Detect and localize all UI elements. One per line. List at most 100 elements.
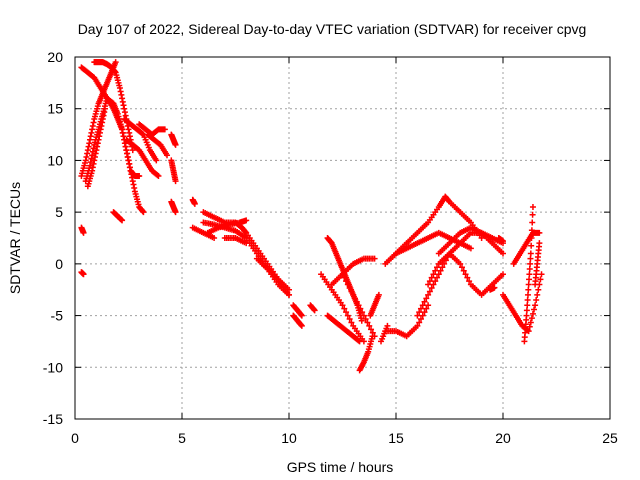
data-point — [164, 152, 171, 159]
x-tick-label: 20 — [495, 430, 511, 446]
data-point — [491, 284, 498, 291]
data-point — [339, 302, 346, 309]
data-point — [528, 235, 535, 241]
data-point — [343, 309, 350, 316]
data-point — [414, 322, 421, 329]
data-point — [353, 298, 360, 305]
y-axis-label: SDTVAR / TECUs — [7, 182, 23, 294]
data-point — [432, 278, 439, 285]
data-point — [527, 250, 534, 257]
y-tick-label: -10 — [43, 359, 63, 375]
data-point — [417, 305, 424, 312]
data-point — [432, 267, 439, 274]
data-point — [355, 302, 362, 309]
data-point — [172, 178, 179, 185]
data-point — [527, 260, 534, 267]
data-point — [535, 286, 542, 293]
data-point — [371, 255, 378, 262]
data-point — [80, 271, 87, 278]
data-point — [243, 217, 250, 224]
data-point — [154, 172, 161, 179]
data-point — [457, 260, 464, 267]
data-point — [426, 288, 433, 295]
data-point — [350, 291, 357, 298]
data-point — [343, 278, 350, 285]
data-point — [129, 147, 136, 154]
data-point — [523, 312, 530, 319]
data-point — [428, 274, 435, 281]
data-point — [434, 264, 441, 271]
data-point — [467, 245, 474, 252]
data-point — [528, 227, 535, 234]
x-tick-label: 10 — [281, 430, 297, 446]
data-point — [458, 264, 465, 271]
data-point — [425, 302, 432, 309]
data-point — [426, 278, 433, 285]
data-point — [478, 235, 485, 241]
data-point — [428, 284, 435, 291]
data-point — [524, 302, 531, 309]
data-point — [526, 271, 533, 278]
data-point — [384, 322, 391, 329]
data-point — [360, 312, 367, 319]
data-point — [500, 271, 506, 278]
data-point — [500, 250, 506, 257]
data-point — [286, 291, 292, 298]
data-point — [416, 309, 423, 316]
data-point — [112, 59, 119, 66]
data-point — [417, 316, 424, 323]
data-point — [161, 126, 168, 133]
data-point — [466, 278, 473, 285]
data-point — [136, 172, 143, 179]
data-point — [460, 267, 467, 274]
data-point — [421, 298, 428, 305]
y-tick-label: 0 — [55, 256, 63, 272]
data-point — [360, 338, 367, 345]
data-point — [341, 274, 348, 281]
data-point — [414, 312, 421, 319]
data-point — [434, 274, 441, 281]
data-point — [425, 281, 432, 288]
data-point — [534, 291, 541, 298]
data-point — [421, 309, 428, 316]
data-point — [362, 316, 369, 323]
data-point — [298, 322, 305, 329]
data-point — [531, 306, 538, 313]
data-point — [348, 319, 355, 326]
data-point — [419, 302, 426, 309]
data-point — [348, 288, 355, 295]
data-point — [357, 305, 364, 312]
data-point — [526, 266, 533, 273]
plot-frame — [74, 56, 611, 420]
x-tick-label: 15 — [388, 430, 404, 446]
y-tick-label: -5 — [51, 308, 64, 324]
data-point — [528, 315, 535, 322]
data-point — [419, 312, 426, 319]
x-tick-label: 5 — [178, 430, 186, 446]
data-point — [538, 271, 545, 278]
data-point — [525, 281, 532, 288]
data-point — [441, 260, 448, 267]
data-point — [351, 295, 358, 302]
data-point — [423, 295, 430, 302]
x-tick-label: 0 — [71, 430, 79, 446]
data-point — [191, 200, 198, 207]
data-point — [533, 297, 540, 304]
data-point — [359, 309, 366, 316]
data-point — [500, 238, 506, 245]
data-point — [358, 317, 365, 324]
data-point — [368, 326, 375, 333]
data-point — [355, 337, 362, 344]
data-point — [462, 271, 469, 278]
data-point — [346, 284, 353, 291]
x-tick-label: 25 — [602, 430, 618, 446]
y-tick-label: 15 — [47, 101, 63, 117]
data-point — [425, 291, 432, 298]
x-axis-label: GPS time / hours — [287, 459, 394, 475]
data-point — [523, 307, 530, 314]
grid — [75, 57, 610, 419]
y-tick-label: -15 — [43, 411, 63, 427]
data-point — [528, 242, 535, 249]
data-point — [172, 141, 179, 148]
data-point — [341, 305, 348, 312]
